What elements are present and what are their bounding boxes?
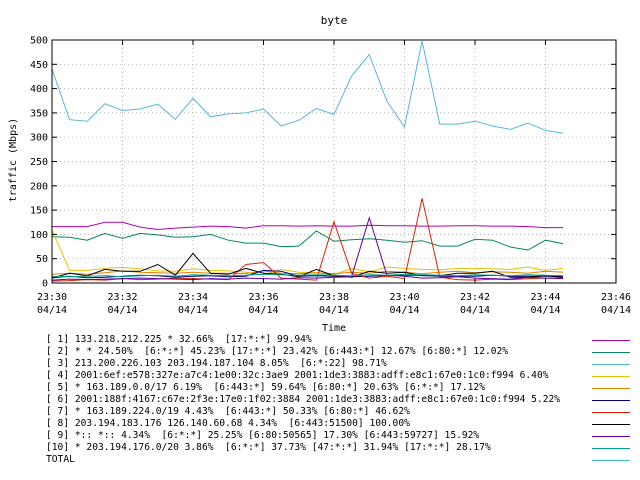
y-axis-label: traffic (Mbps) (8, 118, 19, 202)
series-line-8 (51, 252, 564, 279)
legend-swatch (592, 448, 630, 449)
x-tick-label-time: 23:36 (248, 292, 278, 303)
legend-label: [ 5] * 163.189.0.0/17 6.19% [6:443:*] 59… (46, 382, 485, 393)
x-tick-label-time: 23:40 (389, 292, 419, 303)
legend-entry: [10] * 203.194.176.0/20 3.86% [6:*:*] 37… (46, 442, 636, 454)
traffic-chart: byte traffic (Mbps) Time 0 50 100 150 200 250… (8, 14, 631, 334)
x-tick-label-date: 04/14 (248, 305, 278, 316)
legend-swatch (592, 436, 630, 437)
series-line-2 (51, 230, 564, 251)
x-tick-label-date: 04/14 (389, 305, 419, 316)
y-tick-label: 150 (30, 206, 48, 217)
x-tick-label-time: 23:38 (319, 292, 349, 303)
legend-swatch (592, 376, 630, 377)
legend-entry: [ 6] 2001:188f:4167:c67e:2f3e:17e0:1f02:… (46, 394, 636, 406)
series-line-3 (51, 40, 564, 134)
legend-swatch (592, 352, 630, 353)
x-tick-label-date: 04/14 (107, 305, 137, 316)
series-line-1 (52, 221, 564, 231)
chart-title: byte (321, 14, 348, 27)
legend-swatch (592, 460, 630, 461)
legend-swatch (592, 424, 630, 425)
legend-entry: [ 4] 2001:6ef:e578:327e:a7c4:1e00:32c:3a… (46, 370, 636, 382)
y-tick-label: 450 (30, 60, 48, 71)
legend-label: [ 4] 2001:6ef:e578:327e:a7c4:1e00:32c:3a… (46, 370, 549, 381)
y-tick-label: 50 (36, 254, 48, 265)
x-axis-label: Time (322, 323, 346, 334)
legend-label: [ 1] 133.218.212.225 * 32.66% [17:*:*] 9… (46, 334, 312, 345)
legend-label: [ 3] 213.200.226.103 203.194.187.104 8.0… (46, 358, 387, 369)
x-tick-label-date: 04/14 (178, 305, 208, 316)
legend-swatch (592, 400, 630, 401)
legend-entry: TOTAL (46, 454, 636, 466)
legend-swatch (592, 340, 630, 341)
legend-swatch (592, 412, 630, 413)
y-tick-label: 400 (30, 84, 48, 95)
grid-lines (52, 40, 616, 283)
y-tick-label: 200 (30, 181, 48, 192)
legend-entry: [ 1] 133.218.212.225 * 32.66% [17:*:*] 9… (46, 334, 636, 346)
legend-label: [10] * 203.194.176.0/20 3.86% [6:*:*] 37… (46, 442, 491, 453)
legend-entry: [ 7] * 163.189.224.0/19 4.43% [6:443:*] … (46, 406, 636, 418)
axis-ticks: 0 50 100 150 200 250 300 350 400 450 500 23:30 04/14… (30, 36, 631, 317)
legend-label: [ 9] *:: *:: 4.34% [6:*:*] 25.25% [6:80:… (46, 430, 480, 441)
y-tick-label: 300 (30, 133, 48, 144)
y-tick-label: 350 (30, 108, 48, 119)
x-tick-label-date: 04/14 (530, 305, 560, 316)
x-tick-label-time: 23:46 (601, 292, 631, 303)
series-line-10 (51, 273, 564, 278)
x-tick-label-time: 23:32 (107, 292, 137, 303)
legend-label: [ 7] * 163.189.224.0/19 4.43% [6:443:*] … (46, 406, 410, 417)
y-tick-label: 0 (42, 279, 48, 290)
legend-entry: [ 9] *:: *:: 4.34% [6:*:*] 25.25% [6:80:… (46, 430, 636, 442)
legend-label: [ 2] * * 24.50% [6:*:*] 45.23% [17:*:*] … (46, 346, 509, 357)
legend-label: [ 8] 203.194.183.176 126.140.60.68 4.34%… (46, 418, 410, 429)
series-lines (51, 40, 564, 282)
x-tick-label-time: 23:42 (460, 292, 490, 303)
legend-entry: [ 2] * * 24.50% [6:*:*] 45.23% [17:*:*] … (46, 346, 636, 358)
y-tick-label: 100 (30, 230, 48, 241)
legend-entry: [ 8] 203.194.183.176 126.140.60.68 4.34%… (46, 418, 636, 430)
x-tick-label-time: 23:30 (37, 292, 67, 303)
series-line-9 (51, 216, 564, 281)
series-line-7 (51, 198, 564, 282)
y-tick-label: 500 (30, 36, 48, 47)
x-tick-label-time: 23:44 (530, 292, 560, 303)
x-tick-label-date: 04/14 (601, 305, 631, 316)
legend-label: TOTAL (46, 454, 75, 465)
x-tick-label-date: 04/14 (37, 305, 67, 316)
x-tick-label-date: 04/14 (460, 305, 490, 316)
legend-swatch (592, 364, 630, 365)
legend-entry: [ 3] 213.200.226.103 203.194.187.104 8.0… (46, 358, 636, 370)
legend-label: [ 6] 2001:188f:4167:c67e:2f3e:17e0:1f02:… (46, 394, 561, 405)
y-tick-label: 250 (30, 157, 48, 168)
x-tick-label-date: 04/14 (319, 305, 349, 316)
legend-entry: [ 5] * 163.189.0.0/17 6.19% [6:443:*] 59… (46, 382, 636, 394)
x-tick-label-time: 23:34 (178, 292, 208, 303)
legend-swatch (592, 388, 630, 389)
